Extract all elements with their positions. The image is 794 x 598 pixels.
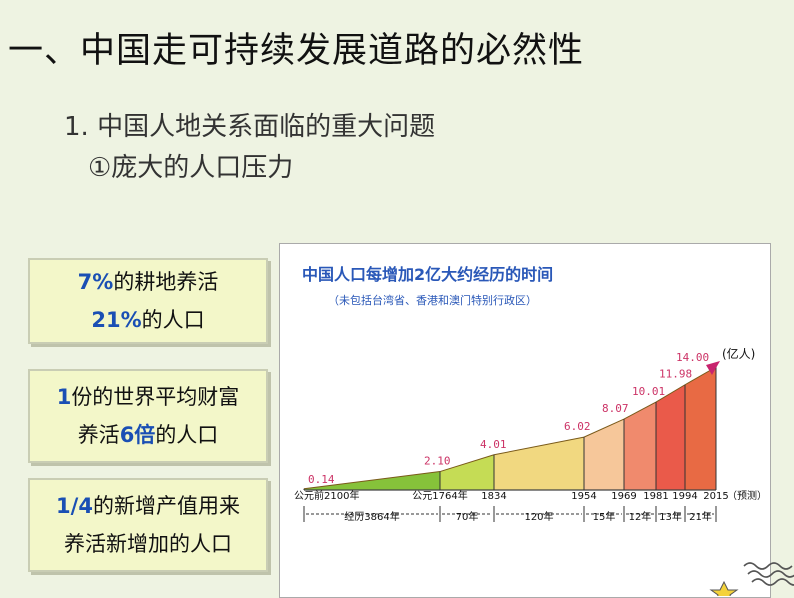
value-label: 8.07 xyxy=(602,402,629,415)
value-label: 4.01 xyxy=(480,438,507,451)
fact-text: 养活 xyxy=(77,423,120,447)
fact-highlight: 6倍 xyxy=(119,423,156,447)
interval-label: 13年 xyxy=(659,510,682,523)
fact-text: 份的世界平均财富 xyxy=(71,385,240,409)
fact-text: 的耕地养活 xyxy=(113,270,219,294)
decorative-corner xyxy=(709,562,794,596)
series-line xyxy=(439,454,495,473)
fact-text: 的人口 xyxy=(155,423,219,447)
area-segment xyxy=(440,454,494,490)
chart-svg: 中国人口每增加2亿大约经历的时间 （未包括台湾省、香港和澳门特别行政区） (亿人… xyxy=(294,265,767,523)
series-line xyxy=(655,384,686,403)
fact-line: 1份的世界平均财富 xyxy=(57,378,240,416)
fact-highlight: 1/4 xyxy=(56,494,93,518)
value-label: 6.02 xyxy=(564,420,591,433)
x-tick-label: 公元前2100年 xyxy=(294,489,359,502)
fact-text: 养活新增加的人口 xyxy=(64,532,232,556)
interval-label: 12年 xyxy=(629,510,652,523)
fact-box-wealth: 1份的世界平均财富 养活6倍的人口 xyxy=(28,369,268,463)
x-tick-label: 1981 xyxy=(643,491,668,502)
area-segment xyxy=(685,367,716,490)
interval-label: 经历3864年 xyxy=(344,510,399,523)
fact-highlight: 21% xyxy=(91,308,142,332)
fact-text: 的人口 xyxy=(141,308,205,332)
area-segment xyxy=(624,402,656,490)
interval-label: 15年 xyxy=(593,510,616,523)
value-label: 2.10 xyxy=(424,455,451,468)
value-label: 10.01 xyxy=(632,385,665,398)
value-label: 11.98 xyxy=(659,368,692,381)
x-tick-label: 2015 xyxy=(703,491,728,502)
series-line xyxy=(303,471,441,490)
chart-title: 中国人口每增加2亿大约经历的时间 xyxy=(302,265,553,284)
area-segment xyxy=(584,419,624,490)
area-segment xyxy=(494,437,584,490)
fact-highlight: 1 xyxy=(56,385,72,409)
fact-line: 养活6倍的人口 xyxy=(78,416,219,454)
section-heading: 1. 中国人地关系面临的重大问题 xyxy=(64,112,436,142)
series-line xyxy=(493,436,585,456)
fact-box-farmland: 7%的耕地养活 21%的人口 xyxy=(28,258,268,344)
series-line xyxy=(583,418,625,438)
section-subheading: ①庞大的人口压力 xyxy=(88,153,294,183)
value-label: 0.14 xyxy=(308,473,335,486)
area-segment xyxy=(656,384,685,490)
x-tick-label: 1834 xyxy=(481,491,506,502)
fact-text: 的新增产值用来 xyxy=(92,494,240,518)
fact-line: 7%的耕地养活 xyxy=(78,263,219,301)
x-tick-label: 1969 xyxy=(611,491,636,502)
x-tick-label: 1954 xyxy=(571,491,596,502)
interval-label: 120年 xyxy=(524,510,553,523)
population-chart: 中国人口每增加2亿大约经历的时间 （未包括台湾省、香港和澳门特别行政区） (亿人… xyxy=(279,243,771,598)
x-tick-label: 1994 xyxy=(672,491,697,502)
unit-label: (亿人) xyxy=(722,346,755,361)
value-label: 14.00 xyxy=(676,351,709,364)
arrow-head-icon xyxy=(706,361,720,375)
fact-highlight: 7% xyxy=(77,270,114,294)
star-icon xyxy=(709,580,739,596)
fact-box-output: 1/4的新增产值用来 养活新增加的人口 xyxy=(28,478,268,572)
interval-label: 70年 xyxy=(456,510,479,523)
x-tick-label: 公元1764年 xyxy=(412,489,467,502)
fact-line: 1/4的新增产值用来 xyxy=(56,487,240,525)
slide-title: 一、中国走可持续发展道路的必然性 xyxy=(8,31,585,71)
x-tick-label: （预测） xyxy=(727,489,767,502)
wave-lines-icon xyxy=(743,562,794,586)
series-line xyxy=(623,401,657,420)
fact-line: 养活新增加的人口 xyxy=(64,525,232,563)
fact-line: 21%的人口 xyxy=(91,301,204,339)
interval-label: 21年 xyxy=(689,510,712,523)
chart-subtitle: （未包括台湾省、香港和澳门特别行政区） xyxy=(328,293,537,307)
